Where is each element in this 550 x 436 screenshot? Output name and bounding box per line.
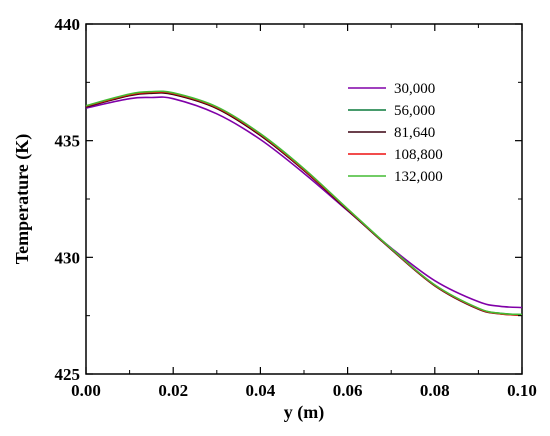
legend: 30,000 56,000 81,640 108,800 132,000 bbox=[348, 81, 443, 185]
x-tick-label: 0.02 bbox=[158, 381, 188, 400]
legend-label-5: 132,000 bbox=[394, 169, 443, 185]
series-line-5 bbox=[85, 90, 523, 316]
series-line-3 bbox=[85, 92, 523, 316]
legend-label-4: 108,800 bbox=[394, 147, 443, 163]
y-tick-label: 425 bbox=[55, 365, 81, 384]
tick-labels: 0.00 0.02 0.04 0.06 0.08 0.10 425 430 435 440 bbox=[55, 15, 537, 400]
x-tick-label: 0.08 bbox=[420, 381, 450, 400]
series-line-4 bbox=[85, 91, 523, 316]
series-line-1 bbox=[85, 96, 523, 309]
legend-label-2: 56,000 bbox=[394, 103, 435, 119]
x-tick-label: 0.04 bbox=[246, 381, 276, 400]
legend-label-1: 30,000 bbox=[394, 81, 435, 97]
x-tick-label: 0.10 bbox=[507, 381, 537, 400]
legend-label-3: 81,640 bbox=[394, 125, 435, 141]
y-tick-label: 440 bbox=[55, 15, 81, 34]
x-tick-label: 0.06 bbox=[333, 381, 363, 400]
x-axis-title: y (m) bbox=[284, 402, 324, 423]
y-tick-label: 430 bbox=[55, 248, 81, 267]
series-line-2 bbox=[85, 91, 523, 316]
y-tick-label: 435 bbox=[55, 132, 81, 151]
axis-ticks bbox=[85, 23, 523, 375]
x-tick-label: 0.00 bbox=[71, 381, 101, 400]
y-axis-title: Temperature (K) bbox=[12, 134, 33, 264]
series-layer bbox=[85, 90, 523, 316]
plot-area-frame bbox=[85, 23, 523, 375]
